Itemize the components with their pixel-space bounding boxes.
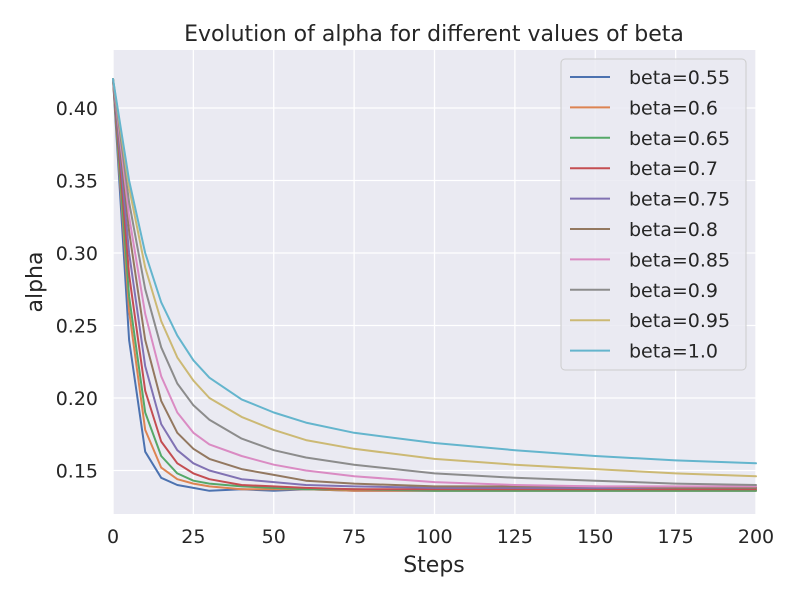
legend-label-8: beta=0.95 xyxy=(629,310,730,332)
legend-label-7: beta=0.9 xyxy=(629,280,718,302)
series-line-9 xyxy=(112,78,757,465)
x-tick-label: 0 xyxy=(107,526,119,548)
y-tick-label: 0.30 xyxy=(56,243,98,265)
legend-label-1: beta=0.6 xyxy=(629,97,718,119)
x-tick-labels: 0 25 50 75 100 125 150 175 200 xyxy=(107,526,774,548)
series-line-7 xyxy=(112,78,757,486)
y-tick-labels: 0.15 0.20 0.25 0.30 0.35 0.40 xyxy=(56,98,98,483)
legend: beta=0.55 beta=0.6 beta=0.65 beta=0.7 beta=0… xyxy=(560,58,747,371)
legend-label-6: beta=0.85 xyxy=(629,249,730,271)
legend-label-0: beta=0.55 xyxy=(629,67,730,89)
x-tick-label: 25 xyxy=(181,526,205,548)
series-line-8 xyxy=(112,78,757,478)
legend-label-9: beta=1.0 xyxy=(629,341,718,363)
series-line-2 xyxy=(112,78,757,492)
series-layer xyxy=(112,78,757,492)
y-tick-label: 0.40 xyxy=(56,98,98,120)
y-tick-label: 0.35 xyxy=(56,171,98,193)
y-tick-label: 0.15 xyxy=(56,461,98,483)
x-tick-label: 50 xyxy=(262,526,286,548)
legend-label-4: beta=0.75 xyxy=(629,189,730,211)
x-axis-title: Steps xyxy=(403,553,465,578)
x-tick-label: 100 xyxy=(416,526,452,548)
y-axis-title: alpha xyxy=(23,252,48,313)
legend-box xyxy=(560,58,747,371)
series-line-4 xyxy=(112,78,757,489)
chart-title: Evolution of alpha for different values … xyxy=(184,22,684,47)
y-tick-label: 0.25 xyxy=(56,316,98,338)
y-tick-label: 0.20 xyxy=(56,388,98,410)
series-line-3 xyxy=(112,78,757,491)
legend-label-3: beta=0.7 xyxy=(629,158,718,180)
x-tick-label: 200 xyxy=(738,526,774,548)
x-tick-label: 150 xyxy=(577,526,613,548)
x-tick-label: 175 xyxy=(657,526,693,548)
x-tick-label: 75 xyxy=(342,526,366,548)
legend-label-5: beta=0.8 xyxy=(629,219,718,241)
legend-label-2: beta=0.65 xyxy=(629,128,730,150)
x-tick-label: 125 xyxy=(497,526,533,548)
series-line-6 xyxy=(112,78,757,488)
